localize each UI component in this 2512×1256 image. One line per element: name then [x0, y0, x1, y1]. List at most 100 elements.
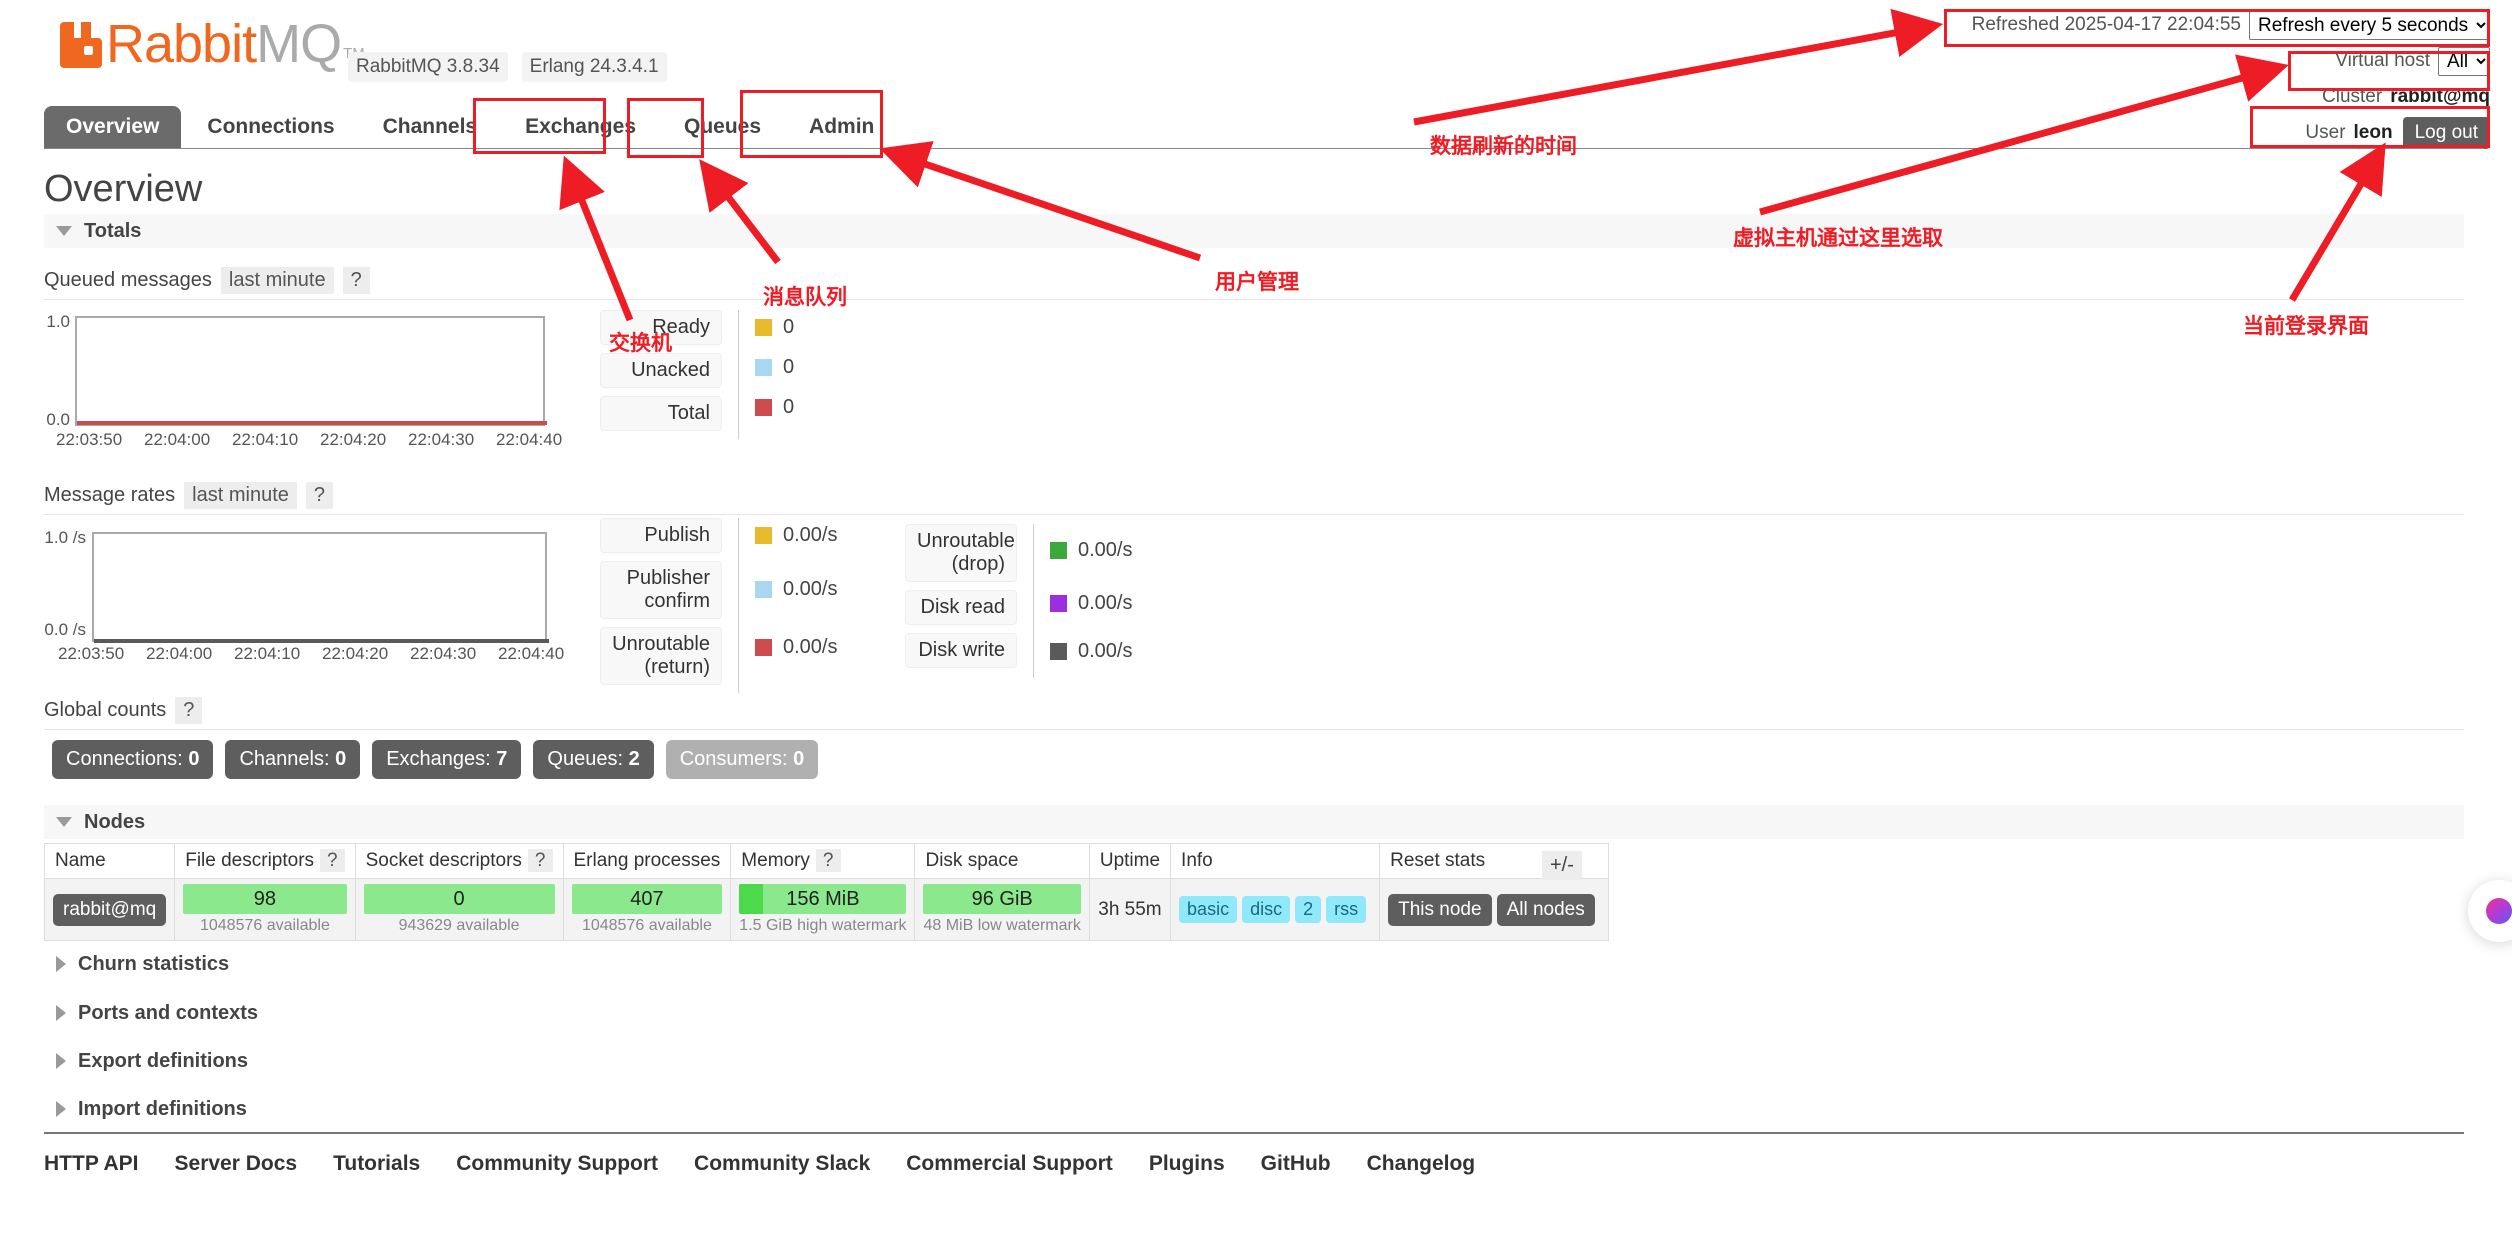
rates-chart-xtick: 22:04:00: [146, 644, 213, 663]
legend-label-unroutable-drop-line1: Unroutable: [917, 530, 1015, 552]
col-memory[interactable]: Memory?: [730, 843, 916, 879]
footer-link-community-slack[interactable]: Community Slack: [694, 1152, 871, 1175]
footer-link-tutorials[interactable]: Tutorials: [333, 1152, 421, 1175]
color-swatch-disk-write-icon: [1050, 642, 1067, 660]
footer-link-github[interactable]: GitHub: [1260, 1152, 1331, 1175]
queued-messages-help-icon[interactable]: ?: [342, 267, 370, 294]
rates-chart-xtick: 22:04:30: [410, 644, 477, 663]
col-reset-stats-label: Reset stats: [1390, 850, 1486, 871]
section-ports-and-contexts[interactable]: Ports and contexts: [44, 996, 2464, 1030]
global-counts-row: Connections: 0 Channels: 0 Exchanges: 7 …: [52, 740, 819, 779]
footer-link-server-docs[interactable]: Server Docs: [174, 1152, 298, 1175]
cell-reset-stats: This node All nodes: [1379, 878, 1609, 941]
queued-messages-legend: Ready Unacked Total 0 0 0: [600, 310, 794, 439]
col-disk-space[interactable]: Disk space: [914, 843, 1090, 879]
vhost-select[interactable]: All: [2438, 46, 2490, 76]
legend-label-unacked[interactable]: Unacked: [600, 353, 722, 388]
floating-chat-widget-button[interactable]: [2468, 880, 2512, 942]
memory-gauge: 156 MiB: [739, 884, 907, 914]
legend-label-total[interactable]: Total: [600, 396, 722, 431]
color-swatch-disk-read-icon: [1050, 594, 1067, 612]
rates-chart-xtick: 22:04:10: [234, 644, 301, 663]
tab-connections[interactable]: Connections: [207, 115, 335, 138]
message-rates-help-icon[interactable]: ?: [305, 482, 334, 509]
legend-label-publisher-confirm[interactable]: Publisher confirm: [600, 561, 722, 619]
legend-label-unroutable-drop-line2: (drop): [951, 553, 1005, 575]
col-info[interactable]: Info: [1170, 843, 1381, 879]
user-label: User: [2305, 122, 2346, 143]
tab-channels[interactable]: Channels: [382, 115, 478, 138]
section-churn-statistics[interactable]: Churn statistics: [44, 947, 2464, 981]
logout-button[interactable]: Log out: [2402, 117, 2490, 149]
rates-legend-left-labels: Publish Publisher confirm Unroutable (retu…: [600, 518, 722, 693]
footer-link-commercial-support[interactable]: Commercial Support: [906, 1152, 1113, 1175]
memory-value: 156 MiB: [786, 888, 860, 910]
refreshed-timestamp: Refreshed 2025-04-17 22:04:55: [1971, 14, 2241, 35]
legend-label-disk-read[interactable]: Disk read: [905, 590, 1017, 625]
tab-overview[interactable]: Overview: [44, 106, 182, 148]
col-erlang-processes[interactable]: Erlang processes: [562, 843, 732, 879]
disk-space-value: 96 GiB: [971, 888, 1033, 910]
legend-value-publish: 0.00/s: [755, 518, 837, 553]
queued-legend-labels: Ready Unacked Total: [600, 310, 722, 439]
footer-link-changelog[interactable]: Changelog: [1366, 1152, 1476, 1175]
col-socket-descriptors[interactable]: Socket descriptors?: [354, 843, 564, 879]
tab-queues[interactable]: Queues: [684, 115, 762, 138]
logo-text-mq: MQ: [256, 14, 342, 74]
info-tag-basic[interactable]: basic: [1179, 896, 1238, 923]
section-import-definitions[interactable]: Import definitions: [44, 1092, 2464, 1126]
count-pill-connections[interactable]: Connections: 0: [52, 740, 214, 779]
section-nodes[interactable]: Nodes: [44, 805, 2464, 839]
info-tag-count[interactable]: 2: [1295, 896, 1322, 923]
rates-legend-right-values: 0.00/s 0.00/s 0.00/s: [1050, 524, 1132, 678]
col-name[interactable]: Name: [43, 843, 176, 879]
message-rates-period[interactable]: last minute: [184, 482, 297, 509]
legend-label-publish[interactable]: Publish: [600, 518, 722, 553]
footer-link-http-api[interactable]: HTTP API: [44, 1152, 139, 1175]
count-pill-channels[interactable]: Channels: 0: [225, 740, 361, 779]
rates-legend-right-labels: Unroutable (drop) Disk read Disk write: [905, 524, 1017, 678]
rates-chart-xtick: 22:03:50: [58, 644, 125, 663]
cluster-row: Cluster rabbit@mq: [1972, 80, 2490, 114]
cell-node-name: rabbit@mq: [43, 878, 176, 941]
tab-admin[interactable]: Admin: [809, 115, 875, 138]
file-descriptors-help-icon[interactable]: ?: [320, 849, 345, 872]
reset-all-nodes-button[interactable]: All nodes: [1496, 893, 1595, 926]
col-file-descriptors-label: File descriptors: [185, 850, 315, 871]
queued-chart-xtick: 22:04:20: [320, 430, 387, 449]
reset-this-node-button[interactable]: This node: [1388, 893, 1492, 926]
info-tag-disc[interactable]: disc: [1242, 896, 1291, 923]
global-counts-help-icon[interactable]: ?: [175, 697, 203, 724]
rates-legend-left-values: 0.00/s 0.00/s 0.00/s: [755, 518, 837, 693]
section-import-definitions-label: Import definitions: [78, 1097, 247, 1120]
legend-label-ready[interactable]: Ready: [600, 310, 722, 345]
col-uptime[interactable]: Uptime: [1088, 843, 1172, 879]
info-tag-rss[interactable]: rss: [1326, 896, 1367, 923]
section-export-definitions-label: Export definitions: [78, 1049, 248, 1072]
legend-label-disk-write[interactable]: Disk write: [905, 633, 1017, 668]
col-file-descriptors[interactable]: File descriptors?: [174, 843, 356, 879]
memory-help-icon[interactable]: ?: [815, 849, 841, 872]
columns-toggle-button[interactable]: +/-: [1542, 851, 1582, 880]
count-pill-exchanges[interactable]: Exchanges: 7: [372, 740, 522, 779]
legend-label-unroutable-return[interactable]: Unroutable (return): [600, 627, 722, 685]
count-pill-queues[interactable]: Queues: 2: [533, 740, 654, 779]
queued-messages-period[interactable]: last minute: [220, 267, 334, 294]
nodes-table: Name File descriptors? Socket descriptor…: [43, 843, 1609, 941]
message-rates-title: Message rates: [44, 484, 176, 506]
footer-link-community-support[interactable]: Community Support: [456, 1152, 659, 1175]
col-disk-space-label: Disk space: [925, 850, 1019, 871]
legend-label-unroutable-drop[interactable]: Unroutable (drop): [905, 524, 1017, 582]
section-export-definitions[interactable]: Export definitions: [44, 1044, 2464, 1078]
legend-value-disk-write: 0.00/s: [1050, 632, 1132, 670]
rabbitmq-logo[interactable]: RabbitMQ TM: [60, 14, 365, 74]
count-pill-consumers[interactable]: Consumers: 0: [665, 740, 819, 779]
tab-exchanges[interactable]: Exchanges: [525, 115, 636, 138]
footer-link-plugins[interactable]: Plugins: [1148, 1152, 1225, 1175]
socket-descriptors-help-icon[interactable]: ?: [527, 849, 553, 872]
uptime-value: 3h 55m: [1098, 898, 1162, 920]
count-pill-channels-value: 0: [335, 748, 347, 770]
node-name-badge[interactable]: rabbit@mq: [53, 893, 167, 926]
section-totals[interactable]: Totals: [44, 214, 2464, 248]
refresh-interval-select[interactable]: Refresh every 5 seconds: [2249, 10, 2490, 40]
